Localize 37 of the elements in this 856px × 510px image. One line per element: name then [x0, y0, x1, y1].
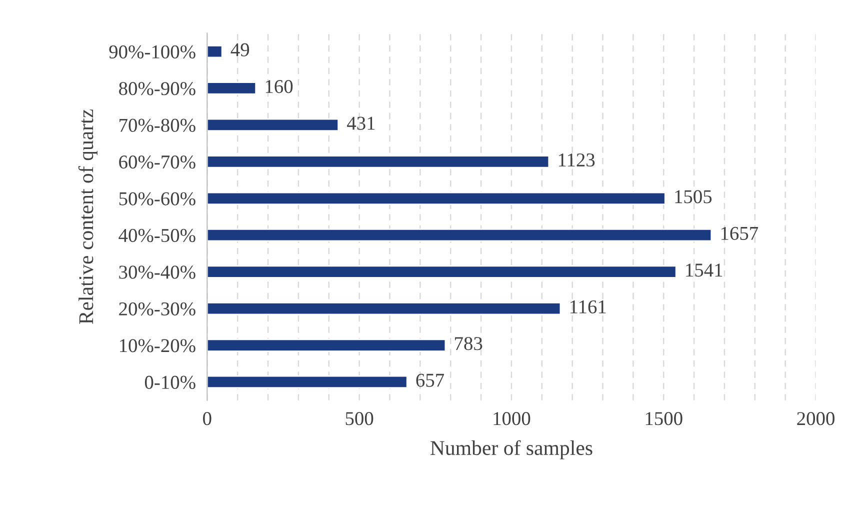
bar: [207, 265, 677, 278]
y-tick-label: 60%-70%: [119, 155, 196, 169]
bar: [207, 228, 712, 242]
y-tick-label: 40%-50%: [118, 228, 196, 242]
data-label: 1505: [675, 190, 712, 204]
y-tick-label: 90%-100%: [109, 45, 196, 59]
bar: [207, 44, 223, 58]
bar: [207, 338, 446, 352]
y-tick-label: 30%-40%: [119, 266, 196, 279]
x-tick-label: 2000: [797, 412, 834, 426]
x-tick-label: 0: [203, 412, 212, 426]
bar: [207, 155, 550, 168]
y-tick-label: 20%-30%: [119, 302, 196, 316]
y-tick-label: 0-10%: [144, 376, 196, 389]
x-tick-label: 500: [346, 412, 374, 426]
y-tick-label: 80%-90%: [119, 82, 196, 96]
data-label: 1123: [558, 153, 595, 167]
y-tick-label: 70%-80%: [120, 118, 196, 132]
data-label: 1161: [570, 300, 606, 314]
bar: [207, 82, 257, 95]
bar: [207, 192, 666, 205]
x-axis-title: Number of samples: [430, 440, 592, 460]
data-label: 160: [266, 80, 293, 94]
y-tick-label: 10%-20%: [120, 339, 196, 352]
y-axis-title: Relative content of quartz: [78, 109, 98, 324]
bar: [207, 302, 562, 316]
bar: [207, 118, 340, 132]
data-label: 657: [416, 374, 444, 387]
x-tick-label: 1500: [646, 412, 682, 426]
data-label: 783: [455, 337, 482, 350]
data-label: 1541: [686, 264, 722, 277]
bar: [207, 375, 408, 389]
data-label: 1657: [721, 226, 758, 240]
data-label: 431: [347, 116, 375, 130]
x-tick-label: 1000: [494, 412, 530, 426]
y-tick-label: 50%-60%: [119, 192, 196, 206]
data-label: 49: [230, 43, 250, 56]
